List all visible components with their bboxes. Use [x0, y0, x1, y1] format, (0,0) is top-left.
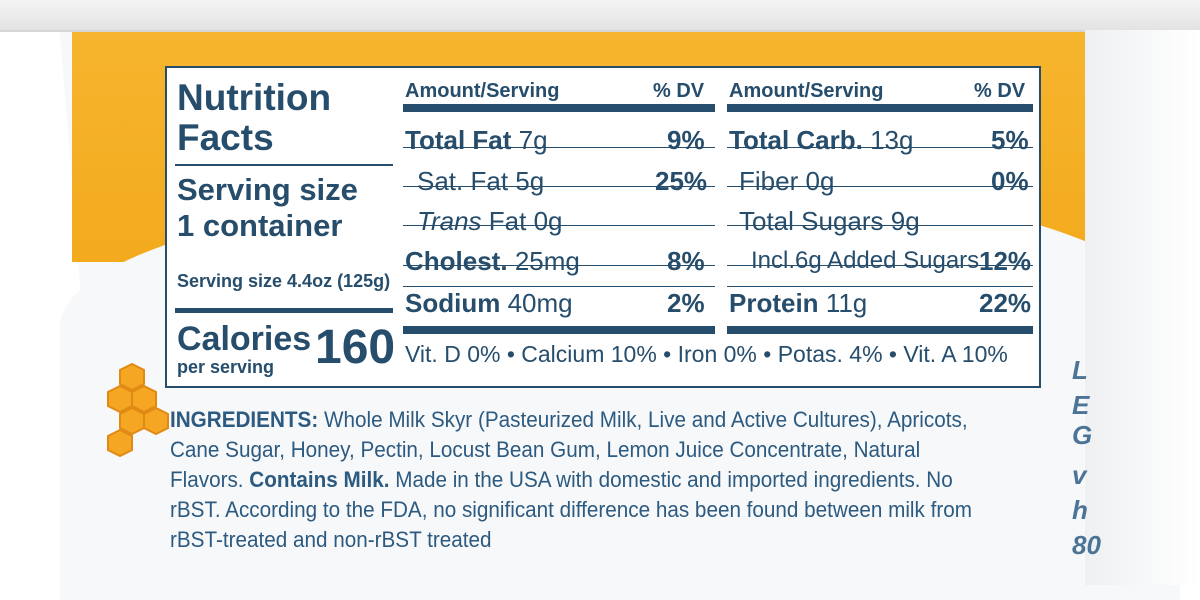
dv-added-sugars: 12%: [979, 246, 1032, 276]
nutrient-row-sodium: Sodium 40mg: [405, 288, 573, 318]
calories-per-serving: per serving: [177, 357, 275, 377]
side-letter: v: [1072, 460, 1087, 490]
dv-protein: 22%: [979, 288, 1032, 318]
dv-sat-fat: 25%: [655, 166, 708, 196]
left-dv-header: % DV: [653, 80, 705, 102]
dv-fiber: 0%: [991, 166, 1029, 196]
nutrient-row-trans-fat: Trans Fat 0g: [417, 206, 563, 236]
nutrition-facts-panel: Nutrition Facts Serving size 1 container…: [165, 66, 1041, 388]
nutrient-row-total-carb: Total Carb. 13g: [729, 125, 914, 155]
ingredients-block: INGREDIENTS: Whole Milk Skyr (Pasteurize…: [170, 405, 997, 555]
origin-statement: Made in the USA with domestic and import…: [170, 467, 972, 552]
nutrient-row-sat-fat: Sat. Fat 5g: [417, 166, 545, 196]
dv-total-carb: 5%: [991, 125, 1029, 155]
dv-total-fat: 9%: [667, 125, 705, 155]
dv-cholesterol: 8%: [667, 246, 705, 276]
nutrient-row-total-sugars: Total Sugars 9g: [739, 206, 920, 236]
ingredients-text: Whole Milk Skyr (Pasteurized Milk, Live …: [170, 407, 968, 492]
allergen-statement: Contains Milk.: [249, 467, 390, 492]
side-letter: 80: [1072, 530, 1101, 560]
calories-value: 160: [315, 321, 396, 374]
dv-sodium: 2%: [667, 288, 705, 318]
serving-size-large: Serving size 1 container: [177, 172, 358, 243]
left-amount-header: Amount/Serving: [405, 80, 560, 102]
honeycomb-icon: [107, 362, 169, 458]
side-letter: E: [1072, 390, 1090, 420]
cup-side-shadow: [1085, 30, 1200, 585]
side-letter: G: [1072, 420, 1093, 450]
vitamins-minerals-line: Vit. D 0% • Calcium 10% • Iron 0% • Pota…: [405, 341, 1008, 367]
serving-size-small: Serving size 4.4oz (125g): [177, 271, 391, 291]
nutrient-row-total-fat: Total Fat 7g: [405, 125, 548, 155]
side-letter: L: [1072, 355, 1088, 385]
nutrient-row-protein: Protein 11g: [729, 288, 868, 318]
right-dv-header: % DV: [974, 80, 1026, 102]
nutrient-row-fiber: Fiber 0g: [739, 166, 835, 196]
nutrition-title: Nutrition Facts: [177, 77, 332, 158]
nutrient-row-added-sugars: Incl.6g Added Sugars: [751, 247, 980, 274]
side-letter: h: [1072, 495, 1088, 525]
calories-label: Calories: [177, 320, 312, 358]
ingredients-label: INGREDIENTS:: [170, 407, 319, 432]
cup-rim: [0, 0, 1200, 32]
right-amount-header: Amount/Serving: [729, 80, 884, 102]
nutrient-row-cholesterol: Cholest. 25mg: [405, 246, 580, 276]
